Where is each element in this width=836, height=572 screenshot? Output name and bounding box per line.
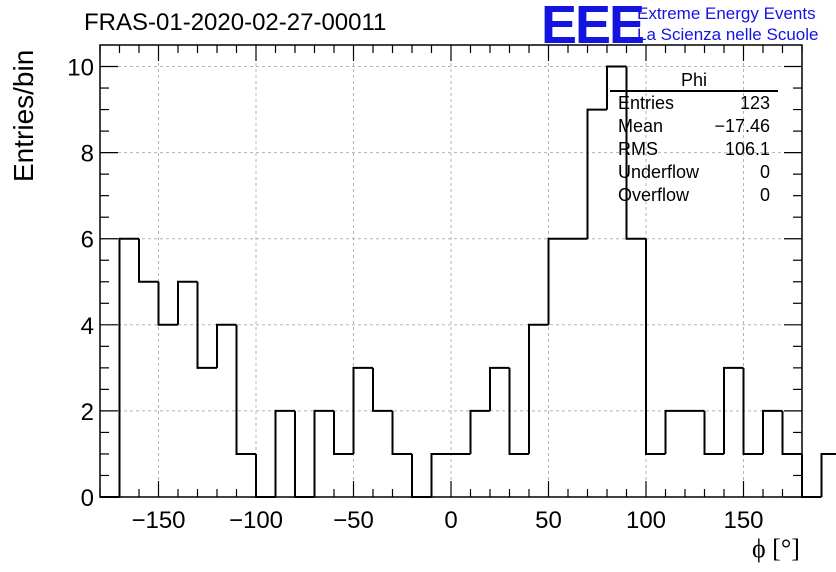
stats-key: RMS [618,139,658,159]
stats-key: Overflow [618,185,690,205]
y-axis-label: Entries/bin [8,49,39,182]
histogram-bin [664,409,685,454]
histogram-bin [235,324,256,455]
stats-value: 106.1 [724,139,770,159]
y-tick-label: 0 [81,485,94,512]
histogram-bin [469,409,490,454]
x-tick-label: −100 [229,507,283,534]
logo-caption-line2: La Scienza nelle Scuole [637,25,819,44]
histogram-bin [528,323,549,454]
histogram-bin [216,323,237,368]
histogram-bin [255,453,276,498]
stats-divider [610,90,778,92]
logo-caption-line1: Extreme Energy Events [637,4,816,23]
histogram-bin [294,410,315,498]
stats-value: 0 [759,162,770,182]
histogram-bin [586,108,607,239]
x-axis-label: ϕ [°] [752,534,800,563]
histogram-bin [274,409,295,497]
histogram-bin [430,452,451,497]
stats-key: Underflow [618,162,700,182]
y-tick-label: 4 [81,313,94,340]
histogram-bin [391,410,412,455]
stats-row-rms: RMS 106.1 [618,139,770,161]
x-tick-label: 0 [444,507,457,534]
y-tick-label: 8 [81,141,94,168]
histogram-bin [489,366,510,411]
stats-box: Phi Entries 123 Mean −17.46 RMS 106.1 Un… [610,70,778,212]
histogram-bin [742,367,763,455]
histogram-bin [118,237,139,497]
x-tick-label: 100 [626,507,666,534]
histogram-bin [508,367,529,455]
histogram-bin [196,281,217,369]
histogram-bin [547,237,568,325]
stats-value: 123 [739,93,770,113]
histogram-bin [372,367,393,412]
histogram-bin [352,366,373,454]
x-tick-label: 150 [723,507,763,534]
histogram-bin [820,452,836,497]
histogram-bin [411,453,432,498]
stats-row-underflow: Underflow 0 [618,162,770,184]
stats-row-overflow: Overflow 0 [618,185,770,207]
stats-row-entries: Entries 123 [618,93,770,115]
x-tick-label: −50 [333,507,374,534]
histogram-bin [723,366,744,454]
histogram-bin [762,409,783,454]
y-tick-label: 10 [67,55,94,82]
x-tick-label: 50 [535,507,562,534]
histogram-bin [625,66,646,240]
stats-title: Phi [680,70,707,90]
y-tick-label: 2 [81,399,94,426]
run-title: FRAS-01-2020-02-27-00011 [84,9,387,36]
eee-logo: EEE [541,0,645,55]
y-tick-label: 6 [81,227,94,254]
histogram-bin [138,238,159,283]
histogram-bin [177,280,198,325]
stats-row-mean: Mean −17.46 [618,116,770,138]
histogram-bin [703,410,724,455]
stats-value: 0 [759,185,770,205]
stats-value: −17.46 [714,116,770,136]
histogram-bin [157,281,178,326]
histogram-bin [801,453,822,498]
histogram-bin [313,409,334,497]
stats-key: Mean [618,116,664,136]
histogram-bin [333,410,354,455]
stats-key: Entries [618,93,675,113]
x-tick-label: −150 [131,507,185,534]
histogram-bin [606,65,627,110]
histogram-bin [645,238,666,455]
